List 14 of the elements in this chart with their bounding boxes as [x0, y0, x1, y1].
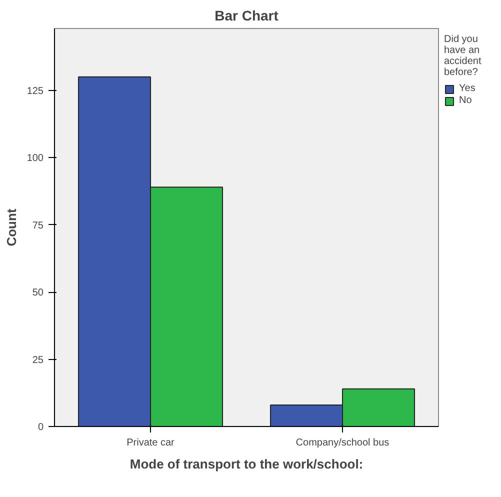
legend-label: Yes	[459, 83, 476, 94]
y-tick-label: 100	[26, 153, 44, 164]
x-tick-label: Company/school bus	[296, 438, 390, 448]
y-tick-label: 75	[32, 220, 44, 232]
y-tick-label: 125	[26, 86, 44, 97]
chart-title: Bar Chart	[214, 8, 279, 24]
legend-label: No	[459, 95, 473, 106]
x-tick-label: Private car	[126, 438, 176, 448]
y-tick-label: 50	[32, 288, 44, 299]
y-tick-label: 25	[32, 354, 44, 366]
y-axis-title: Count	[4, 208, 19, 246]
x-axis-title: Mode of transport to the work/school:	[130, 456, 364, 472]
legend-title: Did you have an accident before?	[444, 34, 482, 78]
y-tick-label: 0	[38, 422, 44, 433]
